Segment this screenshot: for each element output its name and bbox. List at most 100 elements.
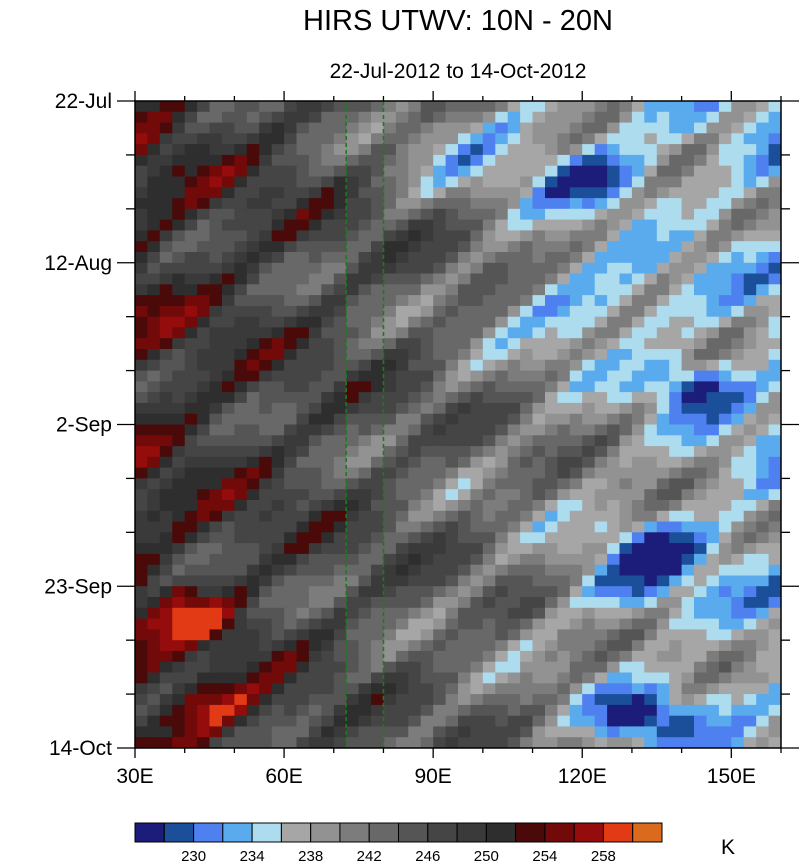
field-cell bbox=[656, 208, 670, 221]
field-cell bbox=[681, 241, 695, 253]
field-cell bbox=[234, 349, 248, 361]
field-cell bbox=[458, 198, 471, 210]
field-cell bbox=[582, 467, 596, 479]
field-cell bbox=[470, 262, 484, 275]
field-cell bbox=[420, 187, 434, 199]
field-cell bbox=[259, 198, 273, 210]
field-cell bbox=[718, 392, 732, 404]
field-cell bbox=[557, 144, 571, 156]
field-cell bbox=[520, 694, 534, 706]
field-cell bbox=[184, 532, 198, 544]
field-cell bbox=[532, 252, 546, 264]
field-cell bbox=[656, 575, 670, 587]
field-cell bbox=[631, 122, 645, 134]
field-cell bbox=[408, 241, 422, 253]
field-cell bbox=[346, 413, 360, 426]
field-cell bbox=[507, 500, 521, 512]
field-cell bbox=[557, 467, 571, 479]
field-cell bbox=[147, 521, 161, 533]
field-cell bbox=[284, 241, 298, 253]
field-cell bbox=[184, 198, 198, 210]
field-cell bbox=[420, 284, 434, 296]
field-cell bbox=[147, 252, 161, 264]
field-cell bbox=[159, 737, 173, 748]
field-cell bbox=[495, 446, 509, 458]
field-cell bbox=[445, 521, 459, 533]
field-cell bbox=[222, 500, 235, 512]
field-cell bbox=[445, 629, 459, 641]
field-cell bbox=[495, 316, 509, 329]
field-cell bbox=[644, 597, 658, 609]
field-cell bbox=[172, 672, 186, 684]
field-cell bbox=[718, 553, 732, 566]
field-cell bbox=[470, 661, 484, 674]
field-cell bbox=[644, 510, 658, 523]
field-cell bbox=[482, 737, 496, 748]
field-cell bbox=[545, 219, 558, 231]
field-cell bbox=[507, 640, 521, 652]
field-cell bbox=[706, 402, 720, 415]
field-cell bbox=[358, 424, 372, 436]
field-cell bbox=[159, 359, 173, 372]
field-cell bbox=[458, 424, 471, 436]
field-cell bbox=[731, 737, 745, 748]
field-cell bbox=[656, 586, 670, 598]
field-cell bbox=[470, 187, 484, 199]
field-cell bbox=[209, 392, 223, 404]
field-cell bbox=[284, 467, 298, 479]
field-cell bbox=[631, 154, 645, 167]
colorbar-label: 238 bbox=[298, 848, 323, 863]
field-cell bbox=[582, 219, 596, 231]
field-cell bbox=[172, 230, 186, 242]
field-cell bbox=[433, 338, 447, 350]
field-cell bbox=[594, 219, 608, 231]
field-cell bbox=[569, 144, 583, 156]
field-cell bbox=[259, 133, 273, 145]
field-cell bbox=[743, 413, 757, 426]
field-cell bbox=[408, 510, 422, 523]
field-cell bbox=[718, 198, 732, 210]
field-cell bbox=[246, 165, 260, 178]
field-cell bbox=[768, 370, 781, 382]
field-cell bbox=[159, 338, 173, 350]
field-cell bbox=[582, 349, 596, 361]
field-cell bbox=[321, 456, 335, 469]
field-cell bbox=[756, 284, 770, 296]
field-cell bbox=[296, 413, 310, 426]
field-cell bbox=[532, 111, 546, 124]
field-cell bbox=[184, 456, 198, 469]
field-cell bbox=[408, 456, 422, 469]
field-cell bbox=[545, 489, 558, 501]
field-cell bbox=[557, 435, 571, 447]
field-cell bbox=[706, 435, 720, 447]
field-cell bbox=[743, 553, 757, 566]
field-cell bbox=[159, 349, 173, 361]
field-cell bbox=[395, 575, 409, 587]
field-cell bbox=[656, 564, 670, 577]
x-tick-label: 90E bbox=[414, 765, 451, 788]
field-cell bbox=[197, 650, 211, 663]
field-cell bbox=[296, 198, 310, 210]
colorbar-swatch bbox=[134, 822, 165, 843]
field-cell bbox=[222, 456, 235, 469]
field-cell bbox=[371, 683, 384, 695]
field-cell bbox=[631, 661, 645, 674]
field-cell bbox=[333, 510, 347, 523]
field-cell bbox=[371, 715, 384, 728]
field-cell bbox=[482, 694, 496, 706]
field-cell bbox=[731, 327, 745, 339]
field-cell bbox=[408, 640, 422, 652]
field-cell bbox=[358, 273, 372, 285]
field-cell bbox=[383, 672, 397, 684]
field-cell bbox=[768, 316, 781, 329]
field-cell bbox=[383, 737, 397, 748]
field-cell bbox=[246, 381, 260, 393]
field-cell bbox=[197, 381, 211, 393]
field-cell bbox=[557, 230, 571, 242]
field-cell bbox=[743, 284, 757, 296]
field-cell bbox=[371, 640, 384, 652]
field-cell bbox=[694, 446, 707, 458]
field-cell bbox=[681, 446, 695, 458]
field-cell bbox=[172, 650, 186, 663]
field-cell bbox=[371, 154, 384, 167]
